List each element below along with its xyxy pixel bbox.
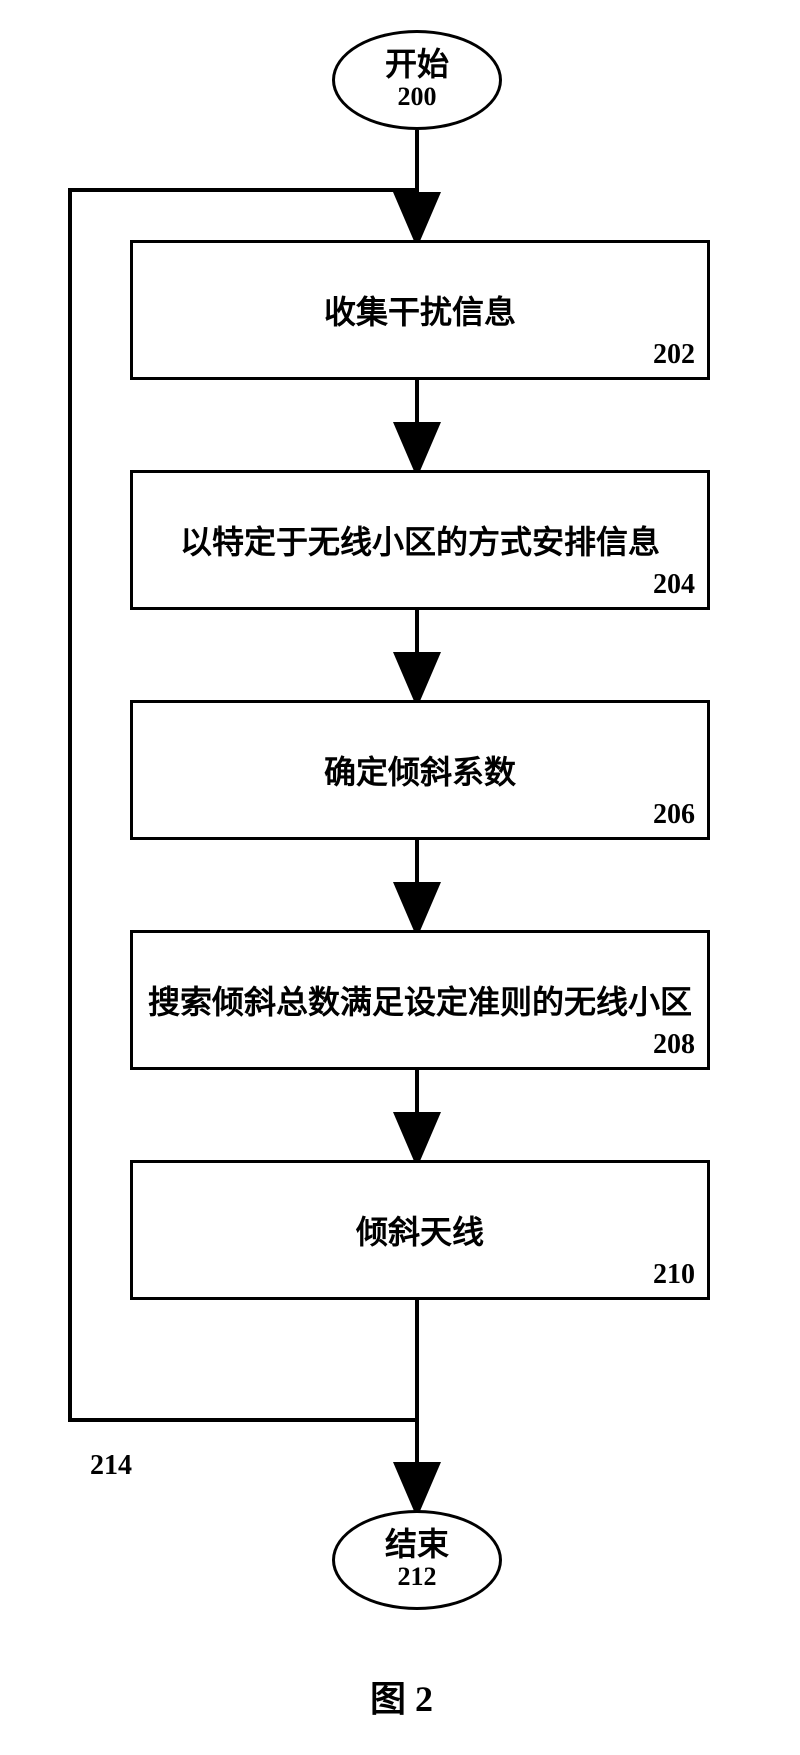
process-3-num: 206 <box>653 799 695 831</box>
process-4-label: 搜索倾斜总数满足设定准则的无线小区 <box>138 977 702 1023</box>
process-collect-info: 收集干扰信息 202 <box>130 240 710 380</box>
process-2-label: 以特定于无线小区的方式安排信息 <box>170 517 670 563</box>
process-5-label: 倾斜天线 <box>346 1207 494 1253</box>
process-1-label: 收集干扰信息 <box>314 287 526 333</box>
process-4-num: 208 <box>653 1029 695 1061</box>
process-tilt-antenna: 倾斜天线 210 <box>130 1160 710 1300</box>
process-5-num: 210 <box>653 1259 695 1291</box>
process-3-label: 确定倾斜系数 <box>314 747 526 793</box>
start-label: 开始 <box>385 48 449 80</box>
process-arrange-info: 以特定于无线小区的方式安排信息 204 <box>130 470 710 610</box>
start-terminal: 开始 200 <box>332 30 502 130</box>
start-num: 200 <box>398 82 437 112</box>
process-1-num: 202 <box>653 339 695 371</box>
process-search-cells: 搜索倾斜总数满足设定准则的无线小区 208 <box>130 930 710 1070</box>
end-terminal: 结束 212 <box>332 1510 502 1610</box>
loop-label: 214 <box>90 1450 132 1482</box>
end-label: 结束 <box>385 1528 449 1560</box>
flowchart-container: 开始 200 收集干扰信息 202 以特定于无线小区的方式安排信息 204 确定… <box>0 0 800 1755</box>
figure-caption: 图 2 <box>370 1670 433 1722</box>
end-num: 212 <box>398 1562 437 1592</box>
process-determine-tilt: 确定倾斜系数 206 <box>130 700 710 840</box>
process-2-num: 204 <box>653 569 695 601</box>
